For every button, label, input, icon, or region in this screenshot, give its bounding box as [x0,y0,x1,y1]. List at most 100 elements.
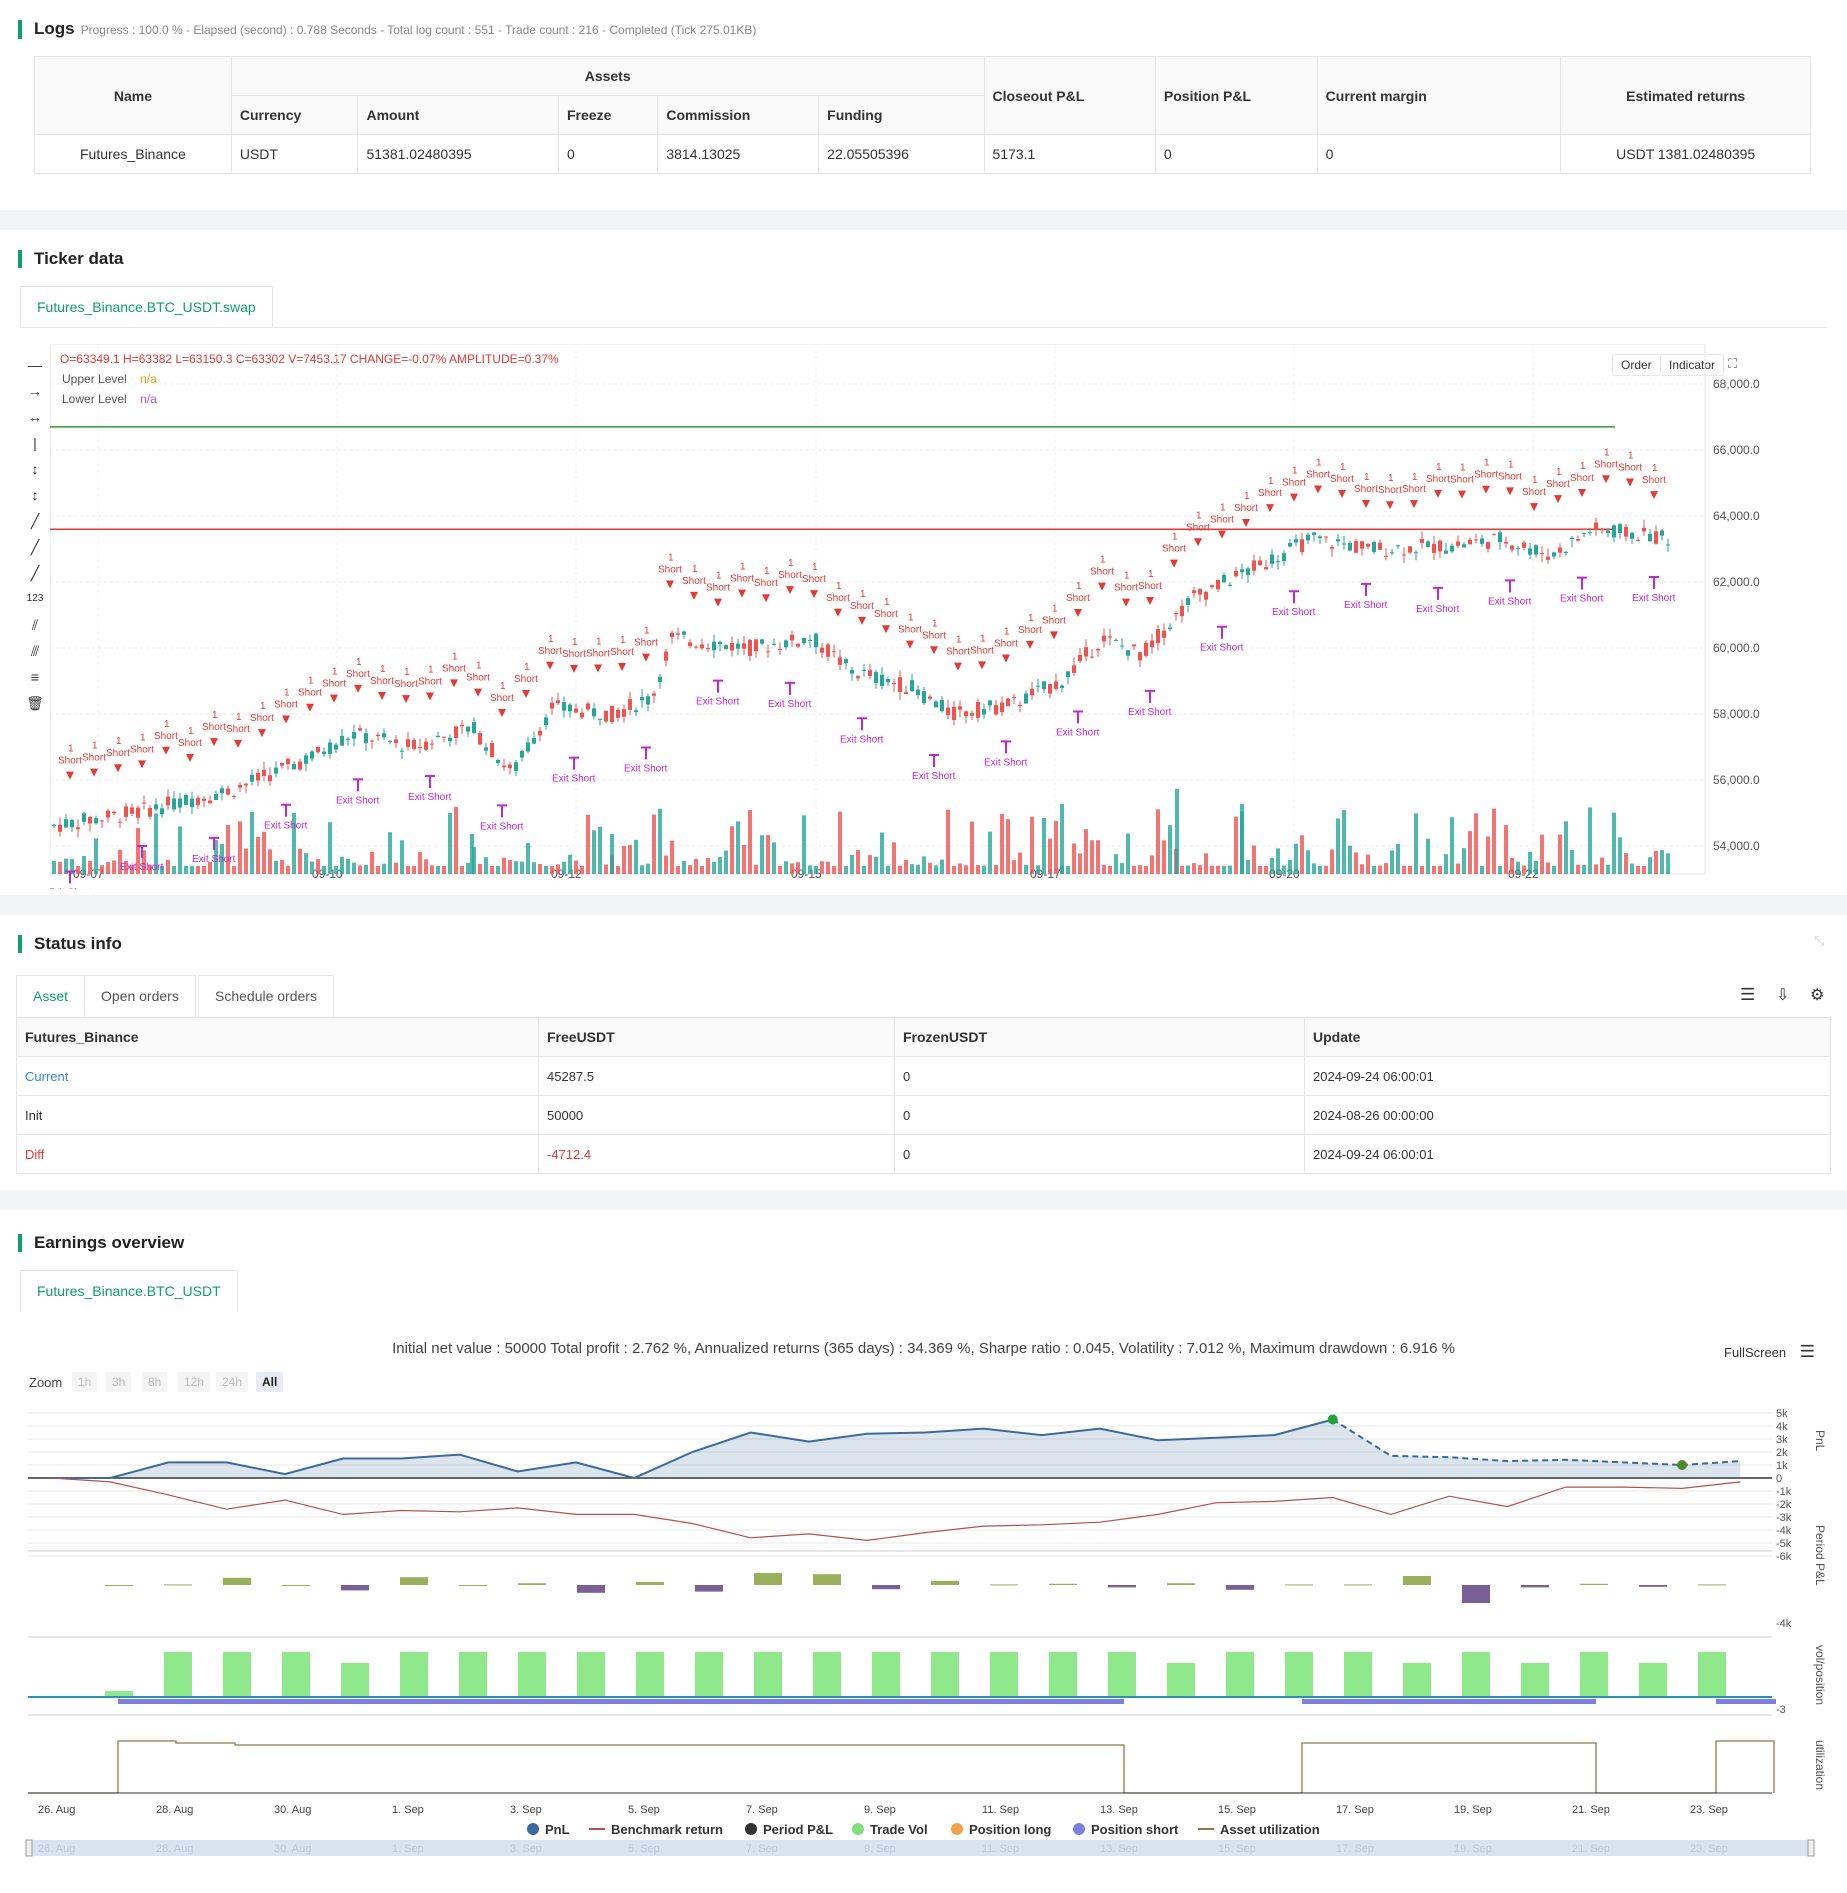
order-button[interactable]: Order [1612,354,1661,376]
horizontal-line-icon[interactable]: — [28,357,42,373]
volume-bar [1354,852,1358,874]
candle-body [1066,671,1070,678]
candle-body [1384,556,1388,558]
volume-bar [886,865,890,874]
zoom-button-All[interactable]: All [256,1372,284,1392]
tab-open-orders[interactable]: Open orders [84,975,196,1017]
price-line-icon[interactable]: 123 [26,593,44,604]
fib-levels-icon[interactable]: ≡ [30,669,40,685]
short-arrow-icon [234,739,242,748]
short-label: Short [1090,567,1114,578]
volume-bar [814,865,818,874]
candle-body [358,728,362,731]
candle-body [1078,654,1082,662]
candle-body [754,639,758,652]
candle-body [52,824,56,827]
candle-body [1240,569,1244,573]
trash-icon[interactable]: 🗑 [26,695,44,711]
collapse-icon[interactable]: ⤡ [1814,933,1825,948]
candle-body [112,811,116,814]
short-arrow-icon [282,715,290,724]
short-label: Short [1258,488,1282,499]
candle-body [1444,550,1448,554]
segment-line-icon[interactable]: ╱ [30,565,40,581]
candle-body [994,705,998,715]
volume-bar [832,865,836,874]
zoom-button-24h[interactable]: 24h [216,1372,249,1392]
ray-line-icon[interactable]: ╱ [30,539,40,555]
fullscreen-button[interactable]: FullScreen ☰ [1724,1342,1815,1362]
cloud-download-icon[interactable]: ⇩ [1776,987,1790,1004]
volume-bar [1150,855,1154,874]
tab-ticker-symbol[interactable]: Futures_Binance.BTC_USDT.swap [20,286,273,328]
zoom-button-1h[interactable]: 1h [72,1372,98,1392]
volume-bar [718,857,722,874]
horizontal-segment-icon[interactable]: ↔ [28,409,42,425]
short-label: Short [778,570,802,581]
period-bar [105,1585,133,1586]
short-label: Short [250,713,274,724]
short-arrow-icon [1026,640,1034,649]
legend-item[interactable]: PnL [527,1822,570,1837]
short-arrow-icon [954,662,962,671]
legend-item[interactable]: Trade Vol [852,1822,928,1837]
indicator-button[interactable]: Indicator [1660,354,1725,376]
fib-icon[interactable]: ⫻ [30,643,40,659]
menu-icon[interactable]: ☰ [1799,1342,1816,1361]
volume-bar [370,851,374,874]
legend-item[interactable]: Position long [951,1822,1051,1837]
short-qty-label: 1 [716,571,722,582]
candle-body [196,797,200,806]
list-icon[interactable]: ☰ [1740,985,1756,1004]
candle-body [88,817,92,824]
short-arrow-icon [1530,503,1538,512]
exit-short-label: Exit Short [552,774,596,785]
short-qty-label: 1 [1196,510,1202,521]
position-short-band [1302,1699,1596,1704]
legend-item[interactable]: Period P&L [745,1822,833,1837]
short-arrow-icon [594,664,602,673]
candle-body [784,640,788,648]
candle-body [280,762,284,766]
zoom-button-12h[interactable]: 12h [178,1372,211,1392]
tab-earnings-symbol[interactable]: Futures_Binance.BTC_USDT [20,1270,238,1312]
short-label: Short [1474,470,1498,481]
volume-bar [490,865,494,874]
period-bar [282,1585,310,1586]
volume-bar [172,865,176,874]
gear-icon[interactable]: ⚙ [1810,987,1825,1004]
expand-icon[interactable]: ⛶ [1728,356,1738,371]
cell-freeze: 0 [557,134,659,174]
vertical-segment-icon[interactable]: ↕ [31,487,39,503]
volume-bar [1018,852,1022,874]
candle-body [1468,539,1472,545]
vertical-ray-icon[interactable]: ↕ [31,461,39,477]
legend-item[interactable]: Position short [1073,1822,1178,1837]
legend-item[interactable]: Asset utilization [1198,1822,1320,1837]
horizontal-ray-icon[interactable]: → [28,383,42,399]
row-current-label[interactable]: Current [16,1056,539,1096]
legend-item[interactable]: Benchmark return [589,1822,723,1837]
legend-marker-icon [589,1828,605,1830]
exit-arrow-icon [1505,579,1515,593]
vertical-line-icon[interactable]: | [33,435,37,451]
tab-asset[interactable]: Asset [16,975,86,1017]
volume-bar [478,863,482,874]
trend-line-icon[interactable]: ╱ [30,513,40,529]
parallel-channel-icon[interactable]: ⫽ [31,617,39,633]
short-arrow-icon [738,589,746,598]
volume-bar [910,864,914,874]
candle-body [700,644,704,649]
zoom-button-3h[interactable]: 3h [106,1372,132,1392]
candle-body [1588,532,1592,534]
tab-schedule-orders[interactable]: Schedule orders [198,975,334,1017]
volume-bar [748,810,752,874]
volume-bar [376,865,380,874]
short-arrow-icon [1386,501,1394,510]
ticker-title: Ticker data [18,250,123,268]
exit-short-label: Exit Short [840,734,884,745]
exit-arrow-icon [425,775,435,789]
x-tick-label: 21. Sep [1572,1804,1610,1816]
volume-bar [562,861,566,874]
zoom-button-8h[interactable]: 8h [142,1372,168,1392]
